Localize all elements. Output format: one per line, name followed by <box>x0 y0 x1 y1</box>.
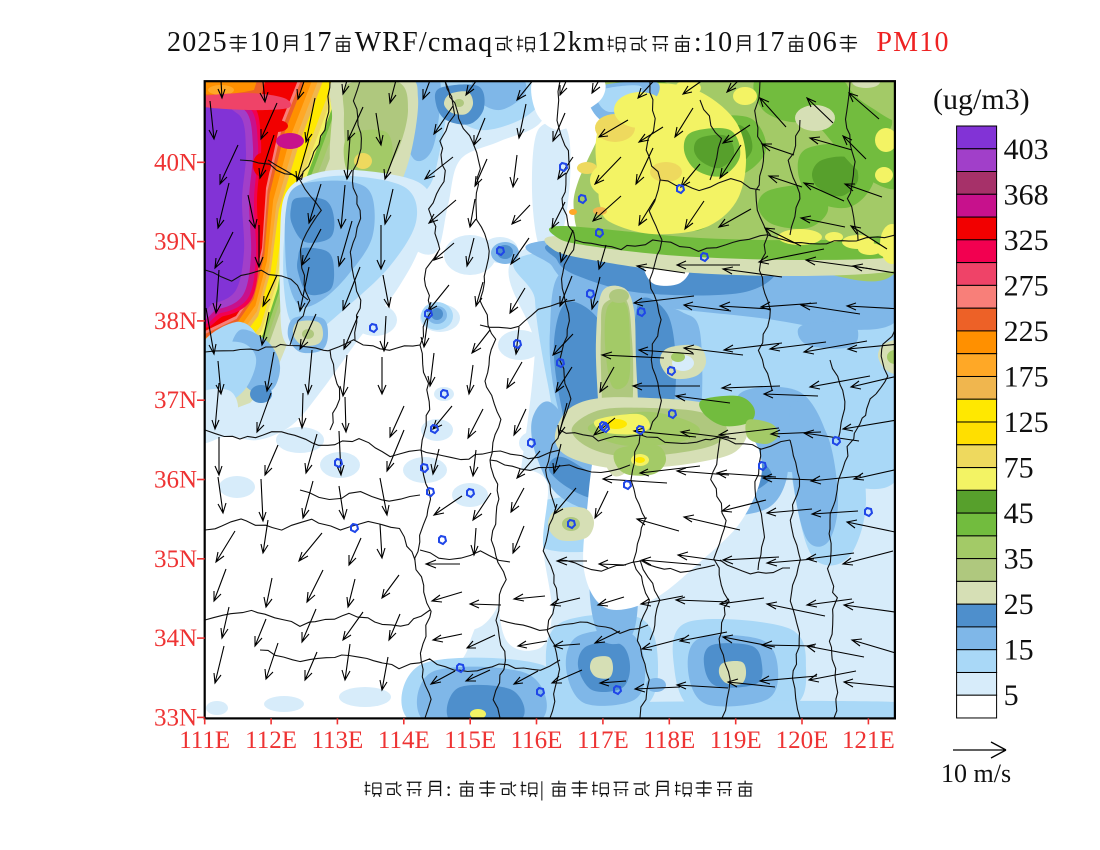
svg-text:120E: 120E <box>776 727 829 754</box>
svg-text:112E: 112E <box>245 727 297 754</box>
svg-text:17: 17 <box>302 27 332 58</box>
svg-text::: : <box>446 777 452 801</box>
svg-text:35: 35 <box>1004 543 1034 576</box>
svg-text:|: | <box>540 777 544 801</box>
svg-text:39N: 39N <box>154 229 197 256</box>
svg-text:119E: 119E <box>710 727 762 754</box>
svg-text:113E: 113E <box>311 727 363 754</box>
svg-text:33N: 33N <box>154 704 197 731</box>
svg-text:2025: 2025 <box>167 27 228 58</box>
svg-text:(ug/m3): (ug/m3) <box>933 83 1030 116</box>
svg-text:325: 325 <box>1004 224 1049 257</box>
svg-text:115E: 115E <box>444 727 496 754</box>
svg-text:17: 17 <box>755 27 785 58</box>
svg-text:118E: 118E <box>643 727 695 754</box>
svg-text:10 m/s: 10 m/s <box>941 759 1011 788</box>
svg-text:368: 368 <box>1004 178 1049 211</box>
svg-text:121E: 121E <box>842 727 895 754</box>
svg-text:WRF/cmaq: WRF/cmaq <box>355 27 494 58</box>
svg-text:114E: 114E <box>378 727 430 754</box>
svg-text:5: 5 <box>1004 679 1019 712</box>
svg-text:36N: 36N <box>154 467 197 494</box>
svg-text:35N: 35N <box>154 546 197 573</box>
svg-text:275: 275 <box>1004 269 1049 302</box>
svg-text:15: 15 <box>1004 634 1034 667</box>
svg-text:10: 10 <box>250 27 280 58</box>
svg-text:06: 06 <box>808 27 838 58</box>
svg-text:125: 125 <box>1004 406 1049 439</box>
svg-text:116E: 116E <box>511 727 563 754</box>
svg-text:37N: 37N <box>154 387 197 414</box>
svg-text:25: 25 <box>1004 588 1034 621</box>
svg-text:117E: 117E <box>577 727 629 754</box>
svg-text:38N: 38N <box>154 308 197 335</box>
svg-text:111E: 111E <box>179 727 230 754</box>
svg-text:75: 75 <box>1004 452 1034 485</box>
svg-text::10: :10 <box>694 27 733 58</box>
svg-text:34N: 34N <box>154 625 197 652</box>
svg-text:403: 403 <box>1004 133 1049 166</box>
svg-text:12km: 12km <box>537 27 606 58</box>
svg-text:175: 175 <box>1004 361 1049 394</box>
svg-text:PM10: PM10 <box>876 27 949 58</box>
svg-text:225: 225 <box>1004 315 1049 348</box>
svg-text:40N: 40N <box>154 149 197 176</box>
svg-text:45: 45 <box>1004 497 1034 530</box>
